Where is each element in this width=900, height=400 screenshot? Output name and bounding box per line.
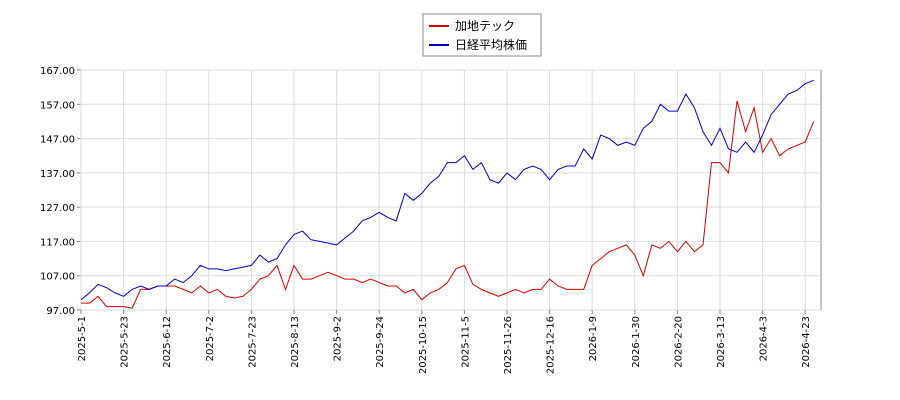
x-tick-label: 2026-3-13 <box>716 316 727 368</box>
y-tick-label: 97.00 <box>46 306 75 317</box>
y-tick-label: 127.00 <box>40 203 75 214</box>
x-tick-label: 2026-1-9 <box>588 316 599 361</box>
x-tick-label: 2025-12-16 <box>546 316 557 374</box>
x-tick-label: 2025-9-24 <box>375 316 386 368</box>
x-tick-label: 2026-1-30 <box>631 316 642 368</box>
x-tick-label: 2025-5-1 <box>77 316 88 361</box>
x-tick-label: 2025-5-23 <box>120 316 131 368</box>
x-tick-label: 2025-9-2 <box>333 316 344 361</box>
x-tick-label: 2025-11-26 <box>503 316 514 374</box>
y-tick-label: 117.00 <box>40 237 75 248</box>
series-line <box>80 79 814 301</box>
x-tick-label: 2025-7-2 <box>205 316 216 361</box>
y-tick-label: 157.00 <box>40 100 75 111</box>
x-tick-label: 2025-6-12 <box>162 316 173 368</box>
x-tick-label: 2025-7-23 <box>247 316 258 368</box>
x-tick-label: 2026-4-23 <box>801 316 812 368</box>
x-tick-label: 2025-8-13 <box>290 316 301 368</box>
legend-label: 加地テック <box>455 19 515 33</box>
y-tick-label: 167.00 <box>40 66 75 77</box>
y-tick-label: 137.00 <box>40 169 75 180</box>
x-tick-label: 2025-10-15 <box>418 316 429 374</box>
y-tick-label: 147.00 <box>40 135 75 146</box>
legend-label: 日経平均株価 <box>455 37 527 52</box>
y-tick-label: 107.00 <box>40 272 75 283</box>
x-tick-label: 2026-4-3 <box>759 316 770 361</box>
legend-box <box>422 13 542 57</box>
x-tick-label: 2026-2-20 <box>673 316 684 368</box>
x-tick-label: 2025-11-5 <box>460 316 471 368</box>
plot-frame <box>80 69 822 311</box>
series-line <box>81 100 815 309</box>
